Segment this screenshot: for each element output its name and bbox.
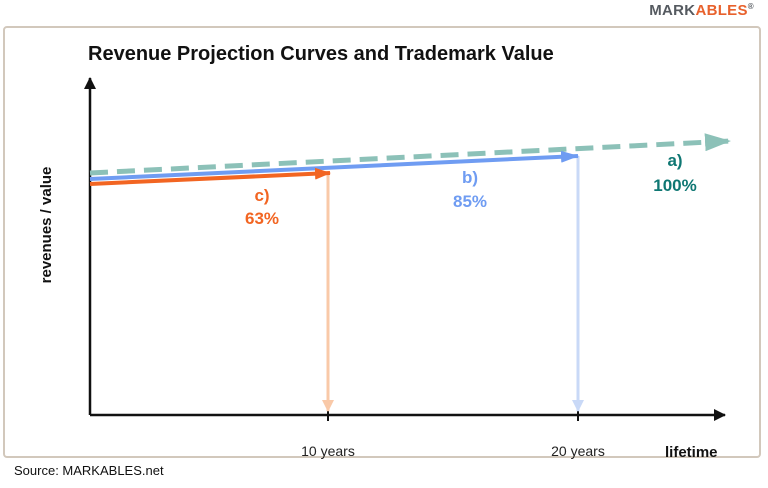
source-note: Source: MARKABLES.net (14, 463, 164, 478)
chart-title: Revenue Projection Curves and Trademark … (88, 43, 554, 65)
series-a-line (89, 133, 731, 176)
series-c-line (89, 167, 331, 186)
series-b-line (89, 150, 579, 181)
series-c-value: 63% (245, 209, 279, 228)
series-a-label: a) (667, 151, 682, 170)
x-tick-label-10: 10 years (301, 443, 355, 459)
x-axis-title: lifetime (665, 444, 718, 461)
series-a-value: 100% (653, 176, 696, 195)
top-bar: MARKABLES® (0, 0, 768, 22)
series-b-label: b) (462, 168, 478, 187)
markables-logo: MARKABLES® (649, 2, 754, 19)
chart-frame (3, 26, 761, 458)
y-axis-title: revenues / value (38, 167, 55, 284)
x-tick-label-20: 20 years (551, 443, 605, 459)
series-c-label: c) (254, 186, 269, 205)
series-b-value: 85% (453, 192, 487, 211)
